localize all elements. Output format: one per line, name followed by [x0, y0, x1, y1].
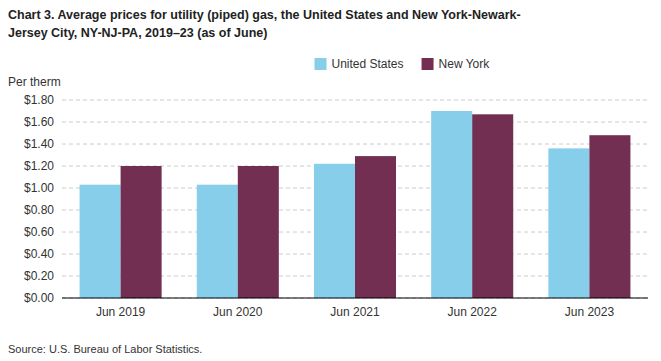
x-tick-label: Jun 2022 — [448, 305, 498, 319]
legend-swatch — [315, 58, 327, 70]
y-tick-label: $0.40 — [24, 247, 54, 261]
bar — [121, 166, 162, 298]
legend-label: United States — [332, 57, 404, 71]
x-axis-line — [62, 298, 648, 299]
subtitle: Jersey City, NY-NJ-PA, 2019–23 (as of Ju… — [8, 26, 267, 40]
bar — [472, 114, 513, 298]
legend-swatch — [422, 58, 434, 70]
title: Chart 3. Average prices for utility (pip… — [8, 8, 521, 22]
y-tick-label: $1.80 — [24, 93, 54, 107]
x-tick-label: Jun 2023 — [565, 305, 615, 319]
bar — [314, 164, 355, 298]
y-tick-label: $0.00 — [24, 291, 54, 305]
source: Source: U.S. Bureau of Labor Statistics. — [8, 343, 202, 355]
legend-label: New York — [439, 57, 491, 71]
chart: Chart 3. Average prices for utility (pip… — [0, 0, 661, 361]
bar — [431, 111, 472, 298]
bar — [197, 185, 238, 298]
x-tick-label: Jun 2019 — [96, 305, 146, 319]
bar — [355, 156, 396, 298]
grid-line — [62, 100, 648, 101]
bar — [238, 166, 279, 298]
grid-line — [62, 298, 648, 299]
x-tick-label: Jun 2020 — [213, 305, 263, 319]
y-tick-label: $1.20 — [24, 159, 54, 173]
grid — [62, 100, 648, 298]
x-tick-label: Jun 2021 — [330, 305, 380, 319]
y-tick-label: $1.60 — [24, 115, 54, 129]
bar — [548, 148, 589, 298]
y-tick-label: $0.20 — [24, 269, 54, 283]
bars — [80, 111, 631, 298]
legend: United States New York — [315, 57, 491, 71]
bar — [80, 185, 121, 298]
grid-line — [62, 122, 648, 123]
bar — [589, 135, 630, 298]
grid-line — [62, 144, 648, 145]
y-axis-label: Per therm — [8, 75, 61, 89]
y-tick-label: $1.00 — [24, 181, 54, 195]
y-tick-label: $1.40 — [24, 137, 54, 151]
y-tick-label: $0.60 — [24, 225, 54, 239]
y-tick-label: $0.80 — [24, 203, 54, 217]
